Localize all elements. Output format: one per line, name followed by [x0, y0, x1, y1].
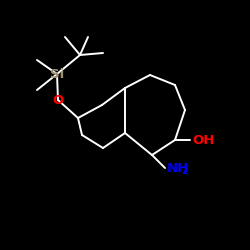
Text: Si: Si: [50, 68, 64, 80]
Text: OH: OH: [192, 134, 214, 146]
Text: 2: 2: [181, 166, 188, 176]
Text: O: O: [52, 94, 64, 106]
Text: NH: NH: [167, 162, 189, 174]
